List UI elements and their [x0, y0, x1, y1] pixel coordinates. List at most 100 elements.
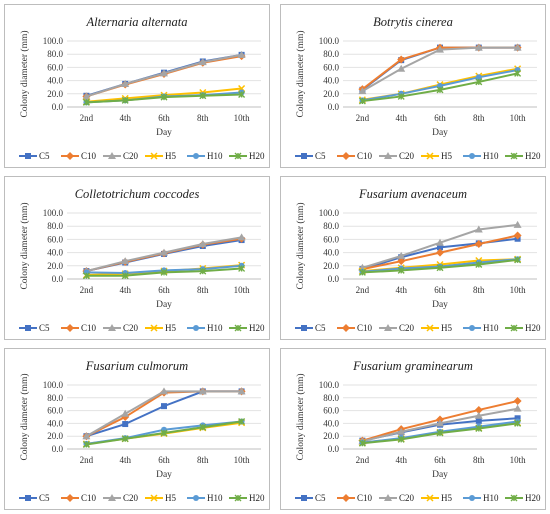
data-point: [121, 435, 129, 443]
y-tick-label: 0.0: [52, 102, 64, 112]
y-tick-label: 80.0: [47, 49, 63, 59]
data-point: [237, 50, 246, 58]
legend-item-h5: H5: [421, 323, 452, 333]
chart-plot: 0.0 20.0 40.0 60.0 80.0 100.0 2nd 4th 6th 8th 10th…: [19, 373, 265, 503]
legend-marker: [384, 152, 392, 159]
legend-item-c10: C10: [337, 493, 373, 503]
data-point: [514, 419, 522, 427]
legend-marker: [384, 324, 392, 331]
chart-panel-colletotrichum: Colletotrichum coccodes 0.0 20.0 40.0 60.0 8…: [4, 176, 270, 340]
legend-item-c20: C20: [379, 493, 415, 503]
legend-marker: [108, 494, 116, 501]
x-tick-label: 4th: [395, 113, 407, 123]
data-point: [436, 429, 444, 437]
series-h20: [358, 419, 522, 447]
data-point: [199, 423, 207, 431]
legend-item-h5: H5: [421, 493, 452, 503]
legend-label: H10: [483, 151, 499, 161]
chart-plot: 0.0 20.0 40.0 60.0 80.0 100.0 2nd 4th 6th 8th 10th…: [19, 30, 265, 161]
data-point: [474, 43, 483, 51]
data-point: [474, 411, 483, 419]
x-tick-label: 4th: [119, 113, 131, 123]
y-tick-label: 0.0: [52, 274, 64, 284]
legend-label: C5: [315, 151, 326, 161]
legend-marker: [469, 153, 475, 159]
legend-label: H5: [165, 151, 176, 161]
legend-item-c20: C20: [103, 151, 139, 161]
y-tick-label: 60.0: [323, 234, 339, 244]
data-point: [121, 272, 129, 280]
legend-label: H5: [441, 323, 452, 333]
data-point: [160, 387, 168, 395]
legend-marker: [426, 494, 434, 502]
data-point: [397, 427, 406, 435]
legend-label: C20: [123, 493, 139, 503]
legend-label: C5: [39, 493, 50, 503]
legend-label: C10: [81, 151, 97, 161]
data-point: [82, 98, 90, 106]
chart-panel-fusarium-culmorum: Fusarium culmorum 0.0 20.0 40.0 60.0 80.0 100…: [4, 348, 270, 510]
x-axis-label: Day: [432, 470, 448, 480]
legend-marker: [510, 324, 518, 332]
data-point: [397, 92, 405, 100]
legend-item-c20: C20: [379, 323, 415, 333]
legend-marker: [108, 152, 116, 159]
legend-marker: [193, 153, 199, 159]
data-point: [436, 45, 444, 53]
data-point: [475, 74, 482, 81]
data-point: [358, 97, 366, 105]
chart-plot: 0.0 20.0 40.0 60.0 80.0 100.0 2nd 4th 6th 8th 10th…: [19, 202, 265, 333]
data-point: [238, 417, 246, 425]
y-tick-label: 100.0: [43, 208, 64, 218]
y-tick-label: 20.0: [47, 89, 63, 99]
legend-marker: [25, 495, 31, 501]
data-point: [199, 267, 207, 275]
legend-item-h10: H10: [187, 151, 223, 161]
data-point: [397, 55, 406, 64]
legend-label: H20: [525, 323, 541, 333]
legend-marker: [66, 324, 74, 332]
data-point: [514, 256, 522, 264]
x-tick-label: 8th: [197, 455, 209, 465]
x-tick-label: 4th: [395, 285, 407, 295]
legend-label: H5: [165, 493, 176, 503]
y-tick-label: 80.0: [323, 393, 339, 403]
y-tick-label: 60.0: [47, 406, 63, 416]
legend-item-h5: H5: [145, 493, 176, 503]
x-tick-label: 10th: [234, 113, 251, 123]
chart-title: Fusarium avenaceum: [359, 187, 467, 201]
series-h20: [82, 90, 246, 106]
legend-label: C20: [399, 323, 415, 333]
x-tick-label: 8th: [197, 285, 209, 295]
x-tick-label: 4th: [119, 285, 131, 295]
legend-label: C10: [357, 493, 373, 503]
series-h20: [82, 264, 246, 280]
legend-marker: [301, 325, 307, 331]
data-point: [397, 266, 405, 274]
y-tick-label: 80.0: [47, 393, 63, 403]
y-tick-label: 20.0: [47, 431, 63, 441]
x-tick-label: 8th: [473, 113, 485, 123]
legend-marker: [301, 495, 307, 501]
legend-item-c10: C10: [61, 151, 97, 161]
data-point: [436, 264, 444, 272]
data-point: [474, 225, 483, 233]
data-point: [121, 409, 130, 417]
data-point: [121, 96, 129, 104]
legend-marker: [510, 152, 518, 160]
data-point: [161, 403, 167, 410]
data-point: [475, 78, 483, 86]
legend-marker: [384, 494, 392, 501]
legend-label: H10: [207, 151, 223, 161]
legend-item-c20: C20: [103, 493, 139, 503]
legend-marker: [108, 324, 116, 331]
legend-item-h20: H20: [229, 151, 265, 161]
data-point: [121, 257, 130, 265]
legend-item-h5: H5: [421, 151, 452, 161]
y-tick-label: 80.0: [323, 49, 339, 59]
data-point: [513, 220, 522, 228]
x-tick-label: 8th: [473, 455, 485, 465]
y-tick-label: 40.0: [47, 248, 63, 258]
legend-item-h5: H5: [145, 151, 176, 161]
legend-item-h20: H20: [505, 493, 541, 503]
